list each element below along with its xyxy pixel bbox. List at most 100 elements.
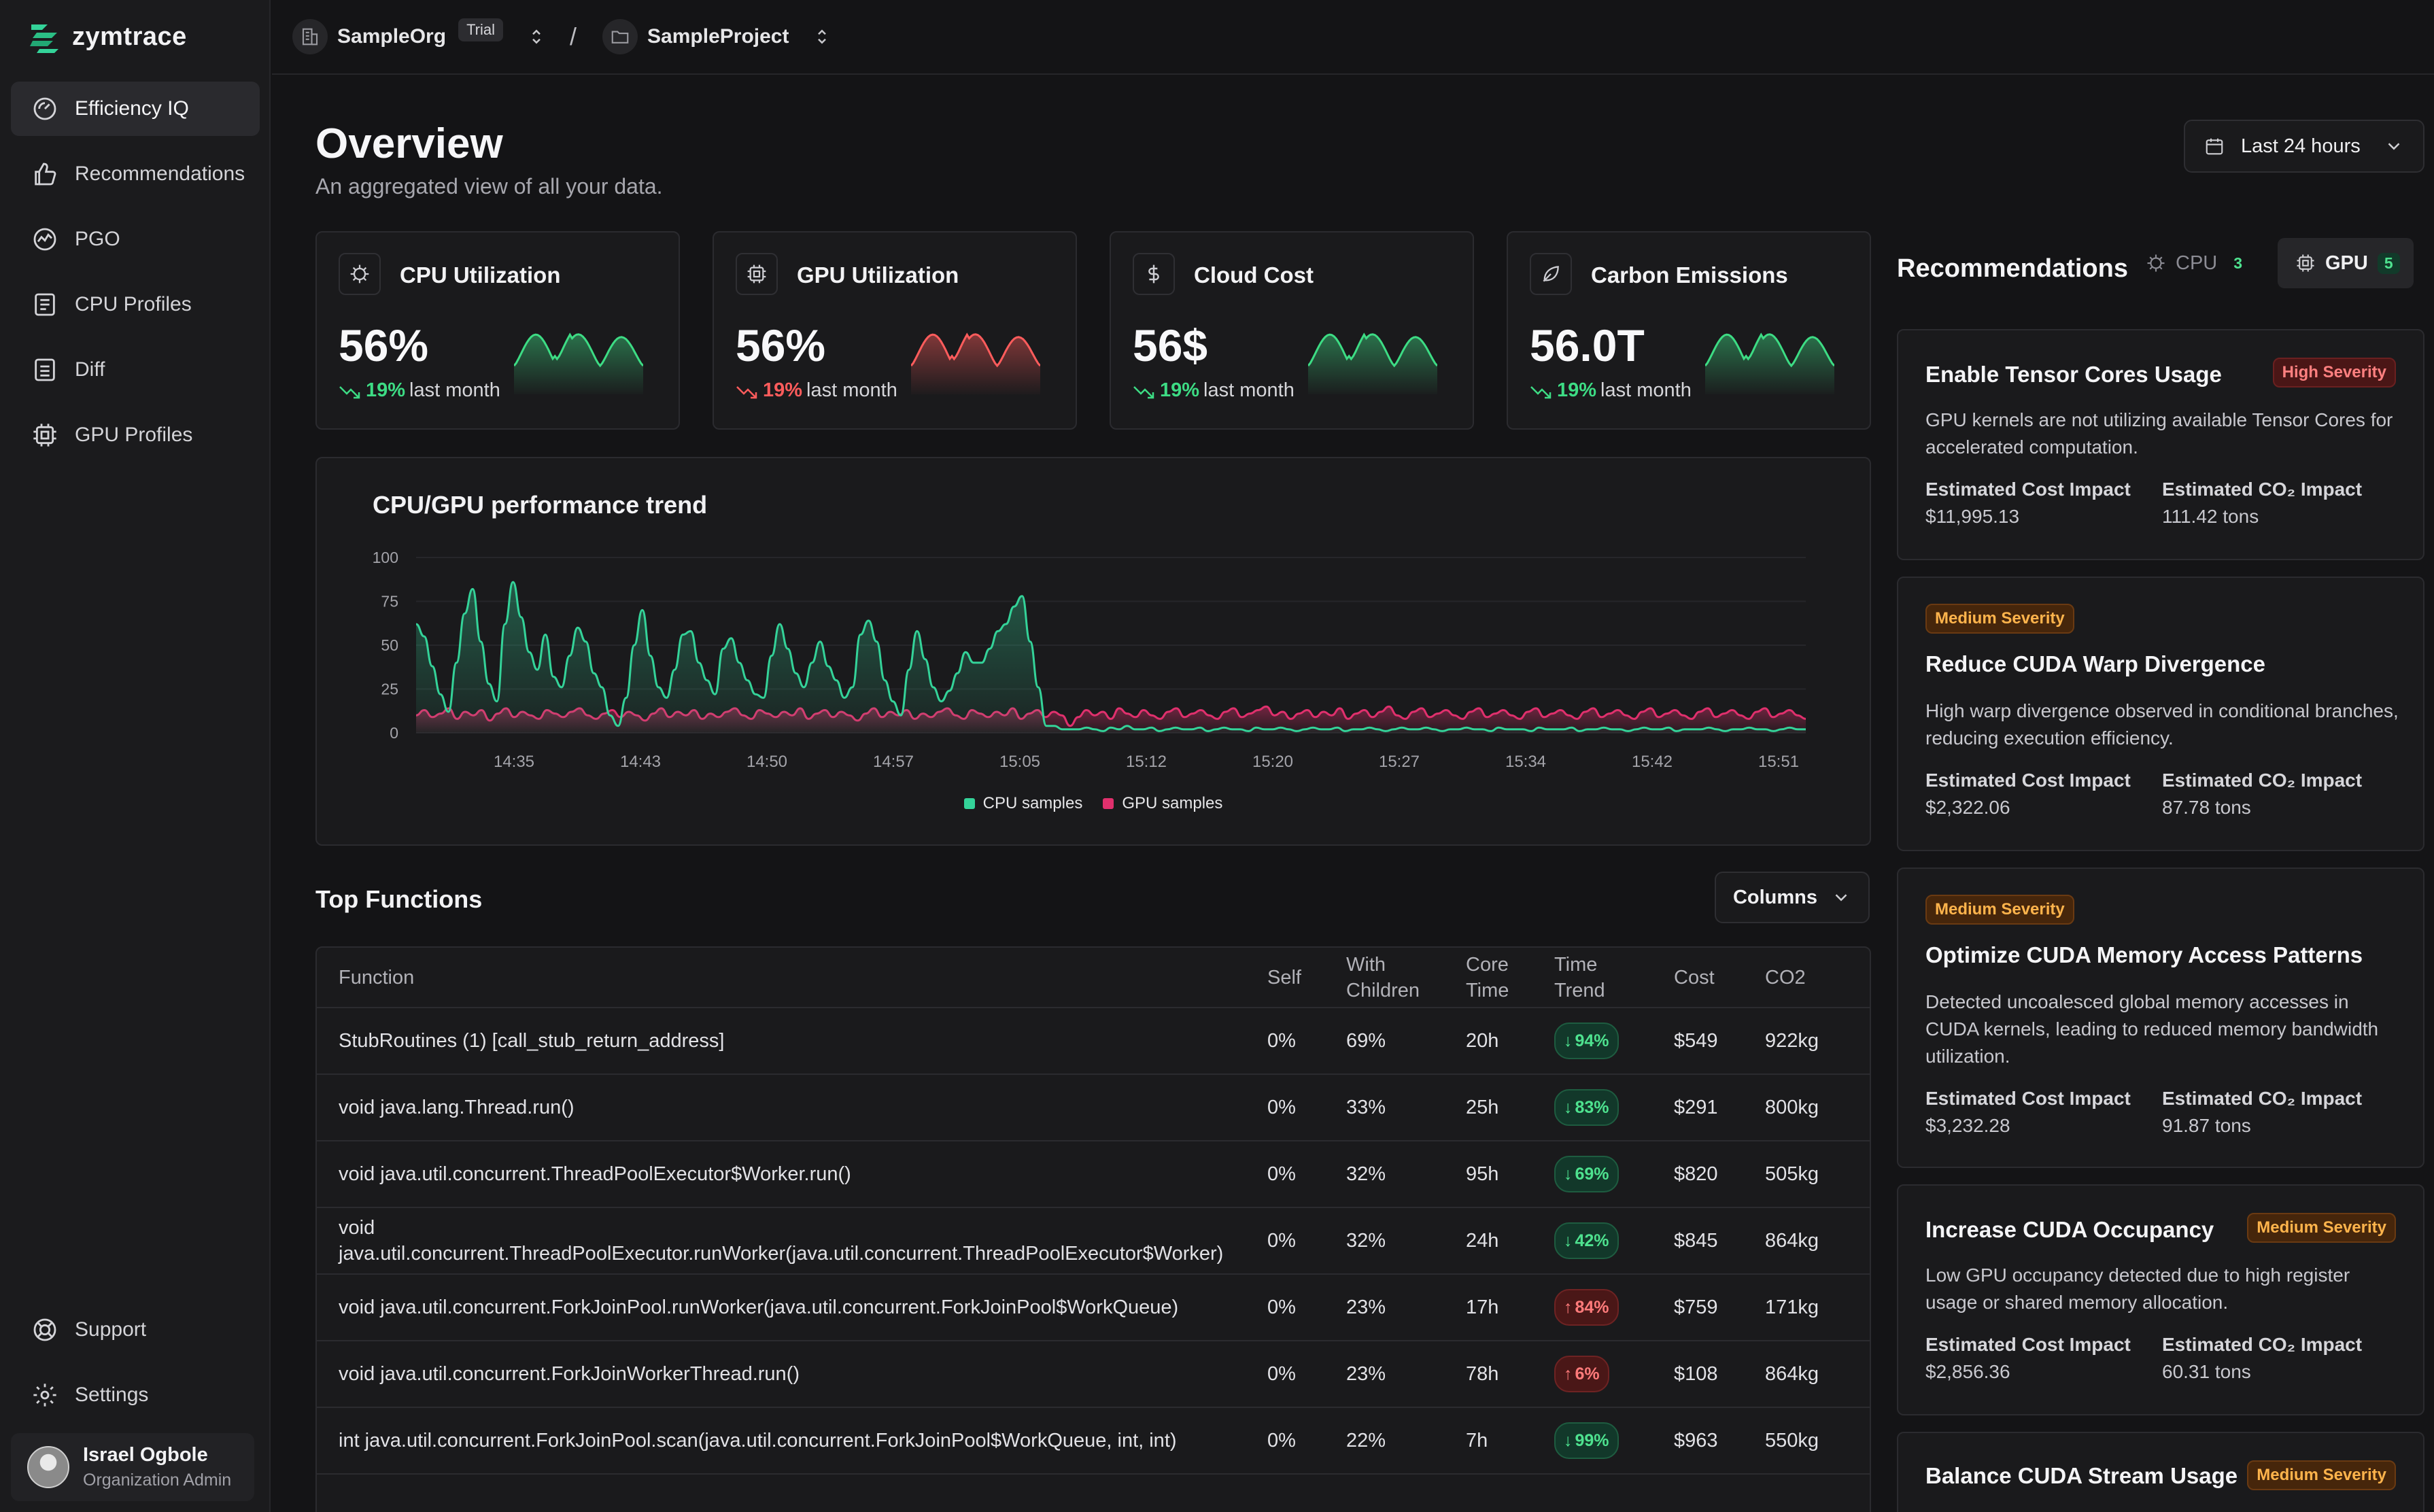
recommendation-name: Balance CUDA Stream Usage — [1925, 1463, 2238, 1488]
stat-delta-label: last month — [409, 379, 500, 401]
trend-pill: ↓ 42% — [1554, 1222, 1619, 1259]
cost-impact: Estimated Cost Impact $3,232.28 — [1925, 1085, 2131, 1139]
sidebar-item-recommendations[interactable]: Recommendations — [11, 147, 260, 201]
series-line-cpu — [415, 581, 1806, 732]
severity-badge: Medium Severity — [2247, 1213, 2396, 1243]
severity-badge: Medium Severity — [1925, 604, 2074, 634]
arrow-down-icon: ↓ — [1564, 1098, 1573, 1117]
table-row[interactable]: StubRoutines (1) [call_stub_return_addre… — [317, 1008, 1870, 1075]
stat-card-cloud-cost[interactable]: Cloud Cost 56$ 19% last month — [1110, 231, 1474, 430]
children-cell: 33% — [1346, 1074, 1466, 1141]
core-time-cell: 95h — [1466, 1141, 1554, 1208]
col-header-core-time[interactable]: Core Time — [1466, 948, 1554, 1008]
stat-delta-label: last month — [1600, 379, 1692, 401]
stat-title: Cloud Cost — [1194, 262, 1314, 288]
sparkline — [911, 332, 1040, 394]
time-trend-cell: ↓ 83% — [1554, 1074, 1674, 1141]
x-tick-label: 15:05 — [999, 753, 1040, 771]
recommendation-card[interactable]: Medium Severity Optimize CUDA Memory Acc… — [1897, 867, 2424, 1168]
recommendation-card[interactable]: Medium Severity Reduce CUDA Warp Diverge… — [1897, 577, 2424, 851]
co2-cell: 550kg — [1765, 1407, 1870, 1475]
severity-badge: High Severity — [2272, 358, 2396, 388]
col-header-cost[interactable]: Cost — [1674, 948, 1765, 1008]
impact-value: $2,322.06 — [1925, 797, 2010, 818]
table-row[interactable]: void java.util.concurrent.ThreadPoolExec… — [317, 1141, 1870, 1208]
legend-label: CPU samples — [982, 794, 1083, 812]
sidebar-item-cpu-profiles[interactable]: CPU Profiles — [11, 277, 260, 332]
table-row[interactable]: void java.lang.Thread.run() 0% 33% 25h ↓ 83% $… — [317, 1074, 1870, 1141]
arrow-up-icon: ↑ — [1564, 1298, 1573, 1317]
tab-gpu[interactable]: GPU 5 — [2278, 238, 2414, 288]
stat-delta: 19% last month — [1530, 379, 1692, 402]
legend-item-gpu[interactable]: GPU samples — [1103, 794, 1222, 813]
sidebar-item-gpu-profiles[interactable]: GPU Profiles — [11, 408, 260, 462]
sidebar-item-efficiency-iq[interactable]: Efficiency IQ — [11, 82, 260, 136]
stat-card-gpu-utilization[interactable]: GPU Utilization 56% 19% last month — [713, 231, 1077, 430]
trend-plot[interactable]: 100 75 50 25 0 14:35 14:43 14:50 14:57 15:05 15:12… — [317, 458, 1872, 847]
sidebar-item-settings[interactable]: Settings — [11, 1368, 260, 1422]
recommendation-name: Optimize CUDA Memory Access Patterns — [1925, 942, 2363, 967]
time-trend-cell: ↑ 84% — [1554, 1274, 1674, 1341]
co2-impact: Estimated CO₂ Impact 87.78 tons — [2162, 767, 2362, 821]
thumbs-up-icon — [35, 162, 56, 186]
stat-delta-value: 19% — [1160, 379, 1200, 401]
trend-pill: ↓ 94% — [1554, 1023, 1619, 1059]
date-range-picker[interactable]: Last 24 hours — [2184, 120, 2424, 173]
self-cell: 0% — [1267, 1341, 1346, 1408]
col-header-self[interactable]: Self — [1267, 948, 1346, 1008]
trend-down-icon — [736, 385, 757, 398]
time-trend-cell: ↓ 94% — [1554, 1008, 1674, 1075]
cost-cell: $845 — [1674, 1207, 1765, 1275]
severity-badge: Medium Severity — [2247, 1460, 2396, 1490]
recommendation-card[interactable]: Balance CUDA Stream Usage Medium Severit… — [1897, 1432, 2424, 1512]
trend-value: 84% — [1575, 1298, 1609, 1317]
user-menu[interactable]: Israel Ogbole Organization Admin — [11, 1433, 254, 1501]
breadcrumb-separator: / — [570, 22, 577, 50]
stat-icon-box — [736, 253, 778, 295]
columns-button[interactable]: Columns — [1715, 872, 1870, 923]
stat-title: GPU Utilization — [797, 262, 959, 288]
col-header-function[interactable]: Function — [317, 948, 1267, 1008]
chart-legend: CPU samples GPU samples — [317, 794, 1870, 813]
col-header-with-children[interactable]: With Children — [1346, 948, 1466, 1008]
recommendation-card[interactable]: Increase CUDA Occupancy Medium Severity … — [1897, 1184, 2424, 1415]
cpu-profile-icon — [35, 293, 55, 316]
date-range-label: Last 24 hours — [2241, 135, 2361, 157]
table-row[interactable]: void java.util.concurrent.ThreadPoolExec… — [317, 1207, 1870, 1275]
function-cell: StubRoutines (1) [call_stub_return_addre… — [317, 1008, 1267, 1075]
sidebar-item-label: Settings — [75, 1384, 149, 1406]
sidebar-item-support[interactable]: Support — [11, 1303, 260, 1357]
x-tick-label: 14:35 — [494, 753, 534, 771]
org-icon — [292, 19, 328, 54]
time-trend-cell: ↓ 42% — [1554, 1207, 1674, 1275]
org-name[interactable]: SampleOrg — [337, 25, 447, 48]
stat-card-carbon-emissions[interactable]: Carbon Emissions 56.0T 19% last month — [1507, 231, 1871, 430]
col-header-co2[interactable]: CO2 — [1765, 948, 1870, 1008]
x-tick-label: 15:27 — [1379, 753, 1420, 771]
legend-item-cpu[interactable]: CPU samples — [963, 794, 1083, 813]
sidebar-item-label: PGO — [75, 228, 120, 250]
stat-card-cpu-utilization[interactable]: CPU Utilization 56% 19% last month — [315, 231, 680, 430]
self-cell: 0% — [1267, 1207, 1346, 1275]
sidebar-item-label: Efficiency IQ — [75, 97, 189, 120]
impact-label: Estimated CO₂ Impact — [2162, 1334, 2363, 1355]
table-row[interactable]: void java.util.concurrent.ForkJoinWorker… — [317, 1341, 1870, 1408]
core-time-cell: 25h — [1466, 1074, 1554, 1141]
children-cell: 69% — [1346, 1008, 1466, 1075]
table-row[interactable]: void java.util.concurrent.ForkJoinPool.r… — [317, 1274, 1870, 1341]
recommendation-card[interactable]: Enable Tensor Cores Usage High Severity … — [1897, 329, 2424, 560]
project-switcher-icon[interactable] — [812, 27, 832, 47]
tab-cpu[interactable]: CPU 3 — [2128, 238, 2263, 288]
logo[interactable]: zymtrace — [27, 19, 187, 54]
gpu-icon — [33, 424, 56, 447]
table-row[interactable]: int java.util.concurrent.ForkJoinPool.sc… — [317, 1407, 1870, 1475]
project-name[interactable]: SampleProject — [647, 25, 789, 48]
org-switcher-icon[interactable] — [526, 27, 547, 47]
sidebar-item-pgo[interactable]: PGO — [11, 212, 260, 267]
col-header-time-trend[interactable]: Time Trend — [1554, 948, 1674, 1008]
sidebar-item-diff[interactable]: Diff — [11, 343, 260, 397]
sidebar-bottom-nav: Support Settings — [11, 1303, 260, 1433]
co2-cell: 864kg — [1765, 1207, 1870, 1275]
stat-value: 56.0T — [1530, 320, 1645, 371]
trend-value: 94% — [1575, 1031, 1609, 1050]
